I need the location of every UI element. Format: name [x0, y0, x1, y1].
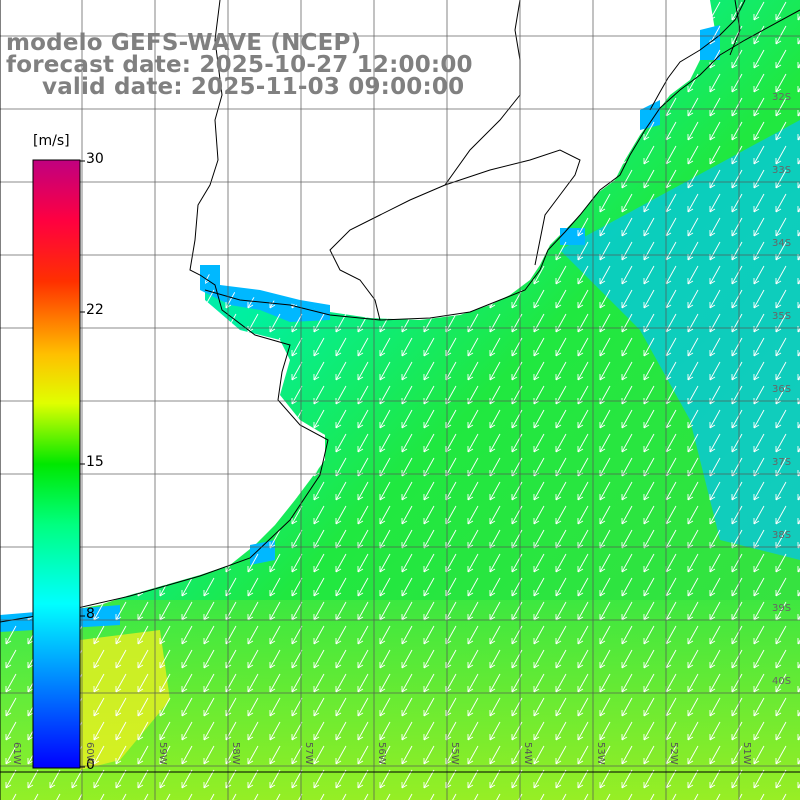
lat-label-35s: 35S: [772, 311, 792, 322]
lat-label-34s: 34S: [772, 238, 792, 249]
lon-label-52w: 52W: [668, 742, 679, 765]
lon-label-55w: 55W: [449, 742, 460, 765]
legend-tick-marks: [80, 160, 85, 768]
lon-label-54w: 54W: [522, 742, 533, 765]
land-mass: [0, 0, 715, 622]
lat-label-32s: 32S: [772, 92, 792, 103]
map-title-model: modelo GEFS-WAVE (NCEP): [6, 30, 362, 56]
lon-label-53w: 53W: [595, 742, 606, 765]
lon-label-58w: 58W: [230, 742, 241, 765]
lon-label-61w: 61W: [11, 742, 22, 765]
legend-unit: [m/s]: [33, 133, 70, 149]
legend-tick-15: 15: [86, 454, 104, 470]
lon-label-57w: 57W: [303, 742, 314, 765]
lat-label-33s: 33S: [772, 165, 792, 176]
legend-colorbar: [32, 159, 81, 769]
legend-tick-0: 0: [86, 757, 95, 773]
lat-label-38s: 38S: [772, 530, 792, 541]
map-title-forecast-date: forecast date: 2025-10-27 12:00:00: [6, 52, 473, 78]
lon-label-56w: 56W: [376, 742, 387, 765]
legend-tick-22: 22: [86, 302, 104, 318]
lat-label-39s: 39S: [772, 603, 792, 614]
lon-label-60w: 60W: [84, 742, 95, 765]
lat-label-40s: 40S: [772, 676, 792, 687]
lat-label-37s: 37S: [772, 457, 792, 468]
lat-label-36s: 36S: [772, 384, 792, 395]
lon-label-59w: 59W: [157, 742, 168, 765]
legend-tick-30: 30: [86, 151, 104, 167]
lon-label-51w: 51W: [741, 742, 752, 765]
map-title-valid-date: valid date: 2025-11-03 09:00:00: [42, 74, 465, 100]
legend-tick-8: 8: [86, 606, 95, 622]
